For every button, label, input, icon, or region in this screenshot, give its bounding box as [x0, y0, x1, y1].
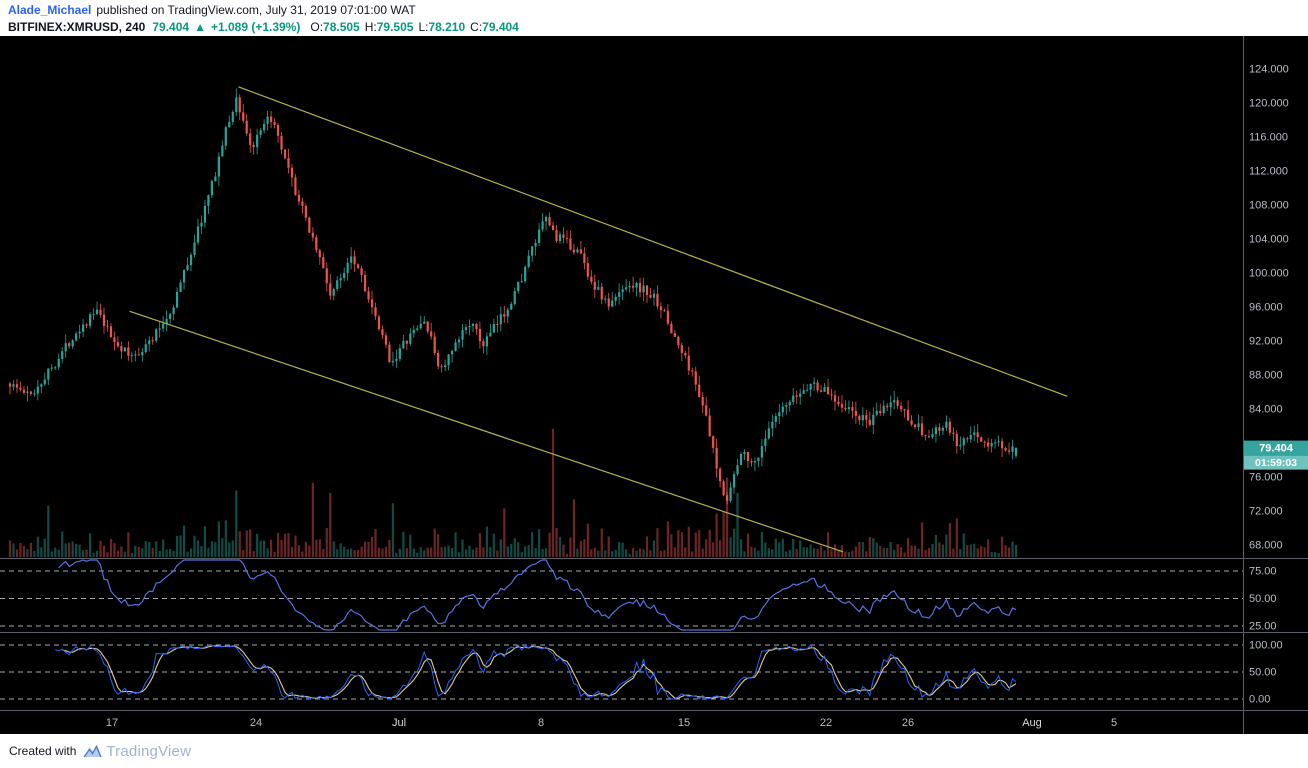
svg-text:96.000: 96.000 [1249, 302, 1283, 314]
upper-trendline[interactable] [238, 86, 1068, 397]
channel-trendlines[interactable] [129, 86, 1068, 553]
author-link[interactable]: Alade_Michael [8, 3, 92, 17]
symbol-line: BITFINEX:XMRUSD, 240 79.404 ▲ +1.089 (+1.39… [8, 19, 1308, 35]
svg-text:24: 24 [250, 717, 262, 729]
svg-text:15: 15 [678, 717, 690, 729]
svg-text:92.000: 92.000 [1249, 336, 1283, 348]
svg-text:17: 17 [106, 717, 118, 729]
price-axis[interactable]: 124.000 120.000 116.000 112.000 108.000 104.0… [1249, 64, 1289, 706]
svg-text:68.000: 68.000 [1249, 540, 1283, 552]
pane-separators [0, 36, 1308, 734]
low-value: 78.210 [428, 20, 466, 34]
snapshot-footer: Created with TradingView [0, 734, 1308, 768]
price-pane[interactable] [8, 88, 1018, 505]
svg-text:72.000: 72.000 [1249, 506, 1283, 518]
publish-line: Alade_Michael published on TradingView.co… [8, 2, 1308, 18]
svg-text:22: 22 [820, 717, 832, 729]
published-text: published on TradingView.com, July 31, 2… [96, 3, 416, 17]
svg-text:8: 8 [538, 717, 544, 729]
svg-text:25.00: 25.00 [1249, 621, 1277, 633]
svg-text:124.000: 124.000 [1249, 64, 1289, 76]
svg-text:76.000: 76.000 [1249, 472, 1283, 484]
high-value: 79.505 [376, 20, 414, 34]
svg-text:84.000: 84.000 [1249, 404, 1283, 416]
svg-text:108.000: 108.000 [1249, 200, 1289, 212]
svg-text:75.00: 75.00 [1249, 566, 1277, 578]
symbol-title: BITFINEX:XMRUSD, 240 [8, 20, 146, 34]
price-change: +1.089 (+1.39%) [210, 20, 301, 34]
svg-text:50.00: 50.00 [1249, 667, 1277, 679]
created-with-text: Created with [9, 744, 77, 758]
open-label: O: [310, 20, 324, 34]
svg-text:116.000: 116.000 [1249, 132, 1288, 144]
change-arrow-icon: ▲ [194, 20, 206, 34]
svg-text:26: 26 [902, 717, 914, 729]
open-value: 78.505 [323, 20, 360, 34]
snapshot-header: Alade_Michael published on TradingView.co… [0, 0, 1308, 36]
svg-text:79.404: 79.404 [1259, 443, 1294, 455]
svg-text:Jul: Jul [392, 717, 406, 729]
svg-text:104.000: 104.000 [1249, 234, 1289, 246]
svg-text:112.000: 112.000 [1249, 166, 1288, 178]
svg-text:Aug: Aug [1022, 717, 1042, 729]
high-label: H: [364, 20, 377, 34]
tradingview-brand-link[interactable]: TradingView [76, 743, 191, 760]
low-label: L: [418, 20, 429, 34]
svg-text:0.00: 0.00 [1249, 694, 1270, 706]
svg-text:120.000: 120.000 [1249, 98, 1289, 110]
svg-text:100.00: 100.00 [1249, 640, 1283, 652]
svg-text:01:59:03: 01:59:03 [1255, 457, 1297, 469]
svg-text:88.000: 88.000 [1249, 370, 1283, 382]
svg-text:5: 5 [1111, 717, 1117, 729]
rsi-pane[interactable] [0, 559, 1243, 631]
tradingview-wordmark: TradingView [106, 742, 192, 760]
volume-pane [8, 429, 1018, 557]
close-label: C: [470, 20, 483, 34]
close-value: 79.404 [482, 20, 519, 34]
svg-text:50.00: 50.00 [1249, 593, 1277, 605]
stochastic-pane[interactable] [0, 644, 1243, 700]
time-axis[interactable]: 17 24 Jul 8 15 22 26 Aug 5 [106, 717, 1117, 729]
lower-trendline[interactable] [129, 310, 844, 553]
tradingview-logo-icon [83, 744, 103, 758]
last-price: 79.404 [152, 20, 190, 34]
svg-text:100.000: 100.000 [1249, 268, 1289, 280]
chart-canvas[interactable]: 124.000 120.000 116.000 112.000 108.000 104.0… [0, 36, 1308, 734]
current-price-badge: 79.404 01:59:03 [1244, 440, 1308, 470]
chart-svg[interactable]: 124.000 120.000 116.000 112.000 108.000 104.0… [0, 36, 1308, 734]
